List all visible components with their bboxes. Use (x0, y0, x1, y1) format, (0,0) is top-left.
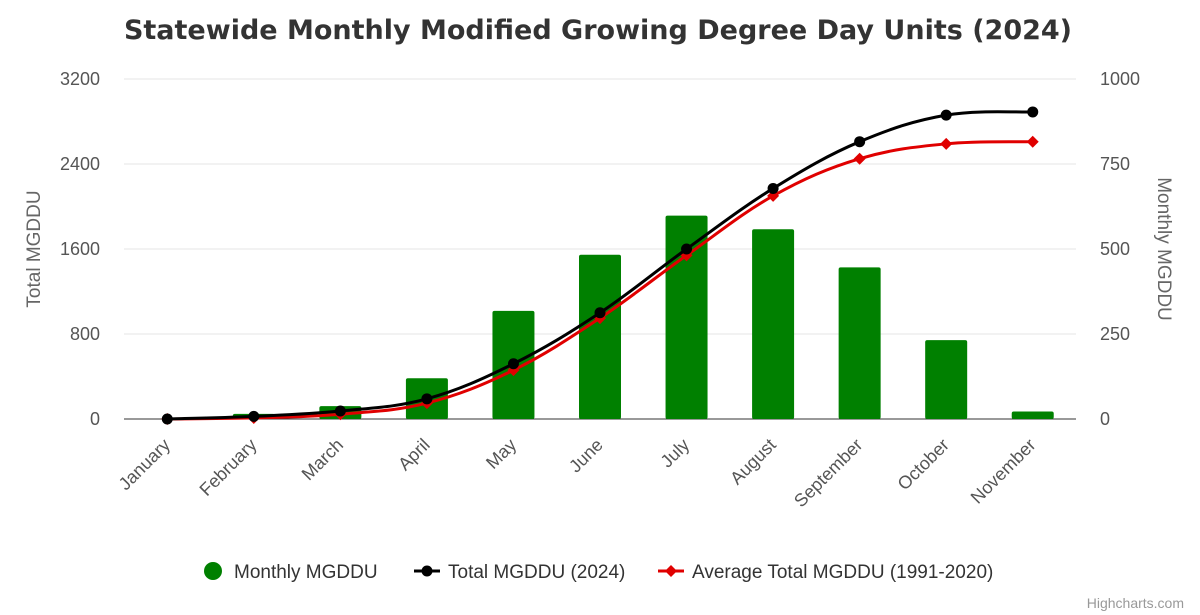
line-point (594, 307, 606, 319)
left-tick-label: 2400 (60, 154, 100, 174)
x-tick-label: October (894, 435, 953, 494)
x-tick-label: May (482, 435, 520, 473)
legend-symbol-marker (665, 565, 677, 577)
line-point (854, 136, 866, 148)
line-point (334, 405, 346, 417)
line-point (1026, 135, 1039, 148)
left-tick-label: 0 (90, 409, 100, 429)
legend-label: Average Total MGDDU (1991-2020) (692, 562, 993, 583)
bar (752, 229, 795, 419)
bar (579, 254, 621, 419)
right-tick-label: 250 (1100, 324, 1130, 344)
line-point (940, 109, 952, 121)
lines (161, 106, 1039, 425)
bars (232, 215, 1054, 419)
line-point (1027, 106, 1039, 118)
left-tick-label: 1600 (60, 239, 100, 259)
line-point (507, 358, 519, 370)
x-tick-label: August (726, 435, 780, 489)
line-point (767, 182, 779, 194)
bar (838, 267, 881, 419)
bar (1011, 411, 1054, 419)
x-tick-label: January (115, 435, 174, 494)
x-axis-ticks: January February March April May June July Augu… (115, 435, 1040, 511)
bar (925, 340, 968, 419)
left-tick-label: 800 (70, 324, 100, 344)
x-tick-label: March (298, 435, 348, 485)
x-tick-label: February (196, 435, 261, 500)
x-tick-label: November (967, 435, 1040, 508)
x-tick-label: April (394, 435, 434, 475)
legend: Monthly MGDDU Total MGDDU (2024) Average T… (204, 562, 993, 583)
right-axis-ticks: 0 250 500 750 1000 (1100, 69, 1140, 429)
right-axis-title: Monthly MGDDU (1153, 177, 1174, 321)
right-tick-label: 1000 (1100, 69, 1140, 89)
right-tick-label: 750 (1100, 154, 1130, 174)
line-point (681, 243, 693, 255)
left-tick-label: 3200 (60, 69, 100, 89)
legend-label: Monthly MGDDU (234, 562, 378, 583)
legend-label: Total MGDDU (2024) (448, 562, 625, 583)
x-tick-label: June (565, 435, 607, 477)
line-point (161, 413, 173, 425)
line-point (940, 137, 953, 150)
bar (665, 215, 708, 419)
x-tick-label: July (657, 435, 694, 472)
chart-title: Statewide Monthly Modified Growing Degre… (124, 15, 1072, 46)
line-point (421, 393, 433, 405)
x-tick-label: September (790, 435, 866, 511)
line-point (248, 410, 260, 422)
left-axis-title: Total MGDDU (24, 190, 45, 307)
legend-symbol-bar (204, 562, 222, 580)
right-tick-label: 500 (1100, 239, 1130, 259)
line-point (853, 152, 866, 165)
credits: Highcharts.com (1087, 595, 1184, 611)
left-axis-ticks: 0 800 1600 2400 3200 (60, 69, 100, 429)
right-tick-label: 0 (1100, 409, 1110, 429)
legend-symbol-marker (421, 565, 433, 577)
